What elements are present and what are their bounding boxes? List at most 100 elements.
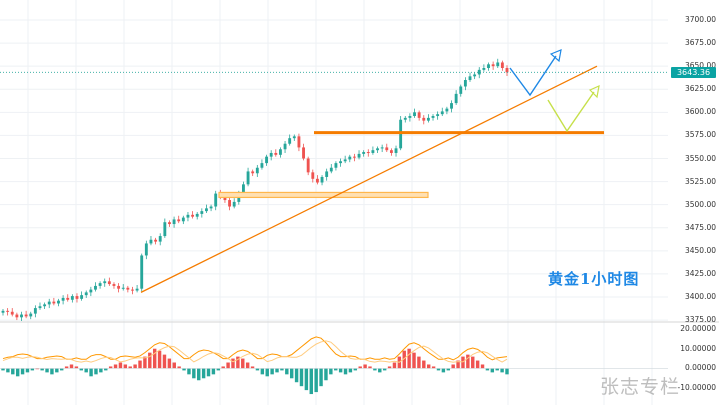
candle-body [366, 152, 370, 154]
oscillator-bar [461, 356, 465, 369]
oscillator-bar [113, 364, 118, 369]
price-axis-label: 3600.00 [684, 107, 716, 117]
oscillator-bar [417, 356, 421, 369]
price-axis-label: 3550.00 [684, 153, 716, 163]
candle-body [1, 310, 5, 313]
oscillator-bar [382, 368, 387, 371]
oscillator-signal-fast [2, 336, 508, 361]
candle-body [112, 284, 116, 286]
oscillator-bar [226, 362, 230, 369]
oscillator-bar [407, 348, 411, 369]
oscillator-bar [348, 368, 353, 373]
candle-body [445, 108, 449, 112]
oscillator-bar [343, 368, 348, 375]
oscillator-bar [152, 348, 157, 369]
candle-body [66, 297, 70, 300]
candle-body [283, 143, 287, 150]
oscillator-bar [338, 368, 343, 373]
oscillator-bar [79, 368, 84, 371]
oscillator-bar [412, 352, 416, 369]
candle-body [417, 112, 421, 118]
candle-body [426, 117, 430, 121]
oscillator-bar [280, 368, 284, 371]
oscillator-bar [441, 368, 446, 373]
candle-body [440, 111, 444, 115]
oscillator-bar [89, 368, 93, 377]
candle-body [98, 283, 102, 286]
candle-body [500, 62, 504, 69]
price-axis-label: 3450.00 [684, 245, 716, 255]
oscillator-bar [74, 366, 79, 369]
oscillator-bar [260, 368, 265, 375]
candle-body [371, 150, 375, 153]
oscillator-bar [192, 368, 196, 379]
oscillator-bar [436, 368, 441, 371]
candle-body [223, 197, 227, 201]
candle-body [389, 150, 393, 153]
candle-body [491, 64, 495, 67]
oscillator-bar [123, 364, 128, 369]
oscillator-bar [69, 364, 74, 369]
candle-body [80, 295, 84, 299]
candle-body [288, 138, 292, 144]
oscillator-bar [353, 368, 358, 371]
oscillator-bar [466, 354, 470, 369]
candle-body [348, 156, 352, 160]
oscillator-bar [157, 350, 162, 369]
oscillator-bar [84, 368, 88, 373]
current-price-tag: 3643.36 [671, 66, 716, 78]
oscillator-bar [329, 368, 333, 375]
oscillator-bar [138, 360, 142, 369]
oscillator-bar [456, 360, 460, 369]
projection-path-green [547, 91, 595, 133]
oscillator-bar [402, 350, 406, 369]
oscillator-bar [363, 364, 367, 369]
candle-body [131, 289, 134, 291]
price-axis-label: 3575.00 [684, 130, 716, 140]
candle-body [117, 285, 121, 289]
candle-body [302, 147, 305, 159]
candle-body [496, 62, 500, 67]
watermark: 张志专栏 [600, 376, 681, 398]
oscillator-bar [314, 368, 318, 393]
candle-body [24, 314, 28, 317]
oscillator-bar [35, 368, 39, 370]
candle-body [52, 301, 56, 304]
oscillator-bar [40, 368, 44, 371]
price-axis-label: 3500.00 [684, 199, 716, 209]
oscillator-bar [45, 368, 49, 373]
projection-arrowhead-blue [549, 49, 562, 63]
candle-body [306, 158, 310, 173]
price-axis-label: 3525.00 [684, 176, 716, 186]
candle-body [107, 281, 111, 285]
oscillator-axis-label: 20.00000 [680, 324, 716, 333]
oscillator-bar [309, 368, 313, 395]
oscillator-bar [431, 366, 436, 369]
candle-body [278, 149, 282, 155]
chart-title: 黄金1小时图 [548, 270, 640, 288]
oscillator-bar [64, 366, 69, 369]
candle-body [329, 167, 333, 172]
oscillator-bar [104, 368, 108, 371]
oscillator-bar [60, 368, 64, 371]
candle-body [251, 171, 255, 174]
oscillator-axis-label: -10.00000 [677, 383, 717, 393]
oscillator-signal-slow [2, 340, 508, 363]
candle-body [126, 287, 130, 290]
candle-body [477, 69, 481, 75]
candle-body [20, 314, 23, 318]
oscillator-bar [6, 368, 10, 373]
candle-body [214, 193, 218, 207]
candle-body [473, 74, 477, 77]
oscillator-bar [289, 368, 294, 379]
oscillator-bar [505, 368, 509, 375]
oscillator-bar [118, 362, 123, 369]
candle-body [75, 296, 79, 299]
candle-body [454, 93, 458, 104]
candle-body [357, 153, 361, 158]
oscillator-bar [294, 368, 299, 383]
candle-body [15, 314, 19, 318]
oscillator-bar [324, 368, 328, 381]
candle-body [297, 136, 301, 148]
